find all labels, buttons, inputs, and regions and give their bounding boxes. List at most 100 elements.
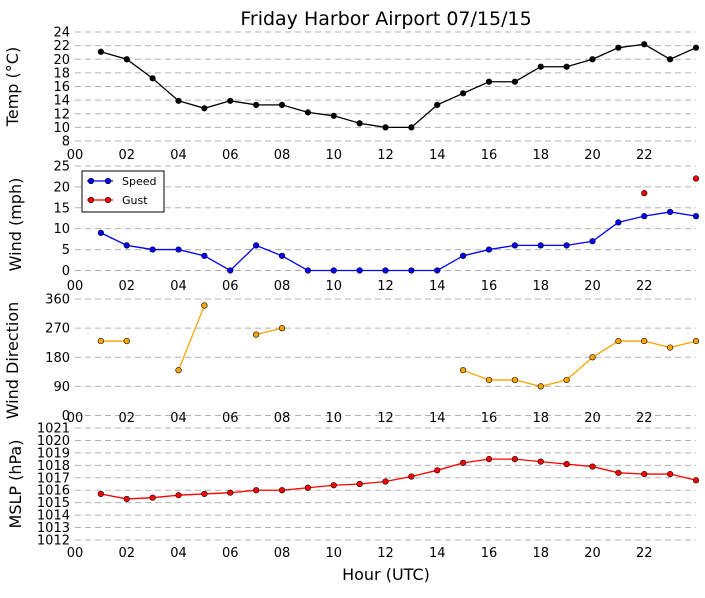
y-tick-label: 10 xyxy=(53,222,70,237)
legend-gust-label: Gust xyxy=(122,194,148,207)
mslp-point xyxy=(97,490,104,498)
x-axis-label: Hour (UTC) xyxy=(342,565,430,584)
temp-point xyxy=(589,56,596,63)
y-tick-label: 1012 xyxy=(37,534,70,549)
mslp-point xyxy=(615,469,622,476)
x-tick-label: 10 xyxy=(325,279,342,294)
mslp-point xyxy=(408,473,415,480)
speed-point xyxy=(589,238,596,245)
direction-point xyxy=(563,376,570,384)
panel-mslp: 1012101310141015101610171018101910201021… xyxy=(6,422,700,561)
x-tick-label: 16 xyxy=(481,148,498,163)
x-tick-label: 22 xyxy=(636,411,653,426)
legend-gust-marker xyxy=(87,196,95,204)
mslp-point xyxy=(641,470,648,478)
x-tick-label: 04 xyxy=(170,411,187,426)
temp-point xyxy=(123,56,130,63)
temp-point xyxy=(304,109,311,116)
speed-point xyxy=(485,246,493,253)
x-tick-label: 04 xyxy=(170,279,187,294)
direction-line xyxy=(462,340,697,388)
direction-point xyxy=(201,302,208,309)
y-tick-label: 25 xyxy=(53,160,70,175)
direction-point xyxy=(615,337,622,345)
speed-point xyxy=(278,252,286,259)
x-tick-label: 02 xyxy=(118,546,135,561)
x-tick-label: 18 xyxy=(532,546,549,561)
y-tick-label: 1021 xyxy=(37,422,70,437)
mslp-point xyxy=(563,460,570,468)
speed-point xyxy=(175,246,182,253)
x-tick-label: 06 xyxy=(222,279,239,294)
temp-point xyxy=(615,44,622,51)
y-axis-label: MSLP (hPa) xyxy=(6,440,25,529)
x-tick-label: 20 xyxy=(584,148,601,163)
direction-point xyxy=(511,376,518,384)
y-tick-label: 1018 xyxy=(37,459,70,474)
y-tick-label: 180 xyxy=(45,351,70,366)
direction-point xyxy=(667,344,674,351)
mslp-point xyxy=(537,458,544,465)
direction-point xyxy=(175,367,182,374)
y-tick-label: 1013 xyxy=(37,521,70,536)
y-tick-label: 1016 xyxy=(37,484,70,499)
legend-speed-label: Speed xyxy=(122,175,156,188)
temp-point xyxy=(460,90,467,97)
temp-point xyxy=(382,124,389,131)
x-tick-label: 18 xyxy=(532,411,549,426)
speed-point xyxy=(253,242,260,249)
y-tick-label: 20 xyxy=(53,53,70,68)
speed-point xyxy=(201,252,208,259)
y-tick-label: 90 xyxy=(53,380,70,395)
x-tick-label: 00 xyxy=(67,411,84,426)
legend: Speed Gust xyxy=(81,170,165,213)
direction-line xyxy=(177,305,205,371)
speed-point xyxy=(511,242,518,249)
x-tick-label: 10 xyxy=(325,411,342,426)
x-tick-label: 08 xyxy=(274,279,291,294)
x-tick-label: 08 xyxy=(274,546,291,561)
speed-point xyxy=(641,213,648,220)
y-tick-label: 0 xyxy=(62,264,70,279)
y-tick-label: 18 xyxy=(53,66,70,81)
x-tick-label: 02 xyxy=(118,148,135,163)
mslp-point xyxy=(434,467,441,474)
y-tick-label: 24 xyxy=(53,26,70,41)
y-tick-label: 1017 xyxy=(37,471,70,486)
y-tick-label: 8 xyxy=(62,135,70,150)
temp-point xyxy=(667,56,674,63)
x-tick-label: 06 xyxy=(222,148,239,163)
y-tick-label: 1020 xyxy=(37,434,70,449)
x-tick-label: 04 xyxy=(170,546,187,561)
speed-point xyxy=(330,267,337,274)
speed-point xyxy=(692,213,700,220)
y-tick-label: 12 xyxy=(53,107,70,122)
mslp-line xyxy=(100,458,697,500)
temp-point xyxy=(511,78,518,85)
temp-point xyxy=(434,101,441,108)
mslp-point xyxy=(356,480,363,488)
y-tick-label: 270 xyxy=(45,322,70,337)
gust-point xyxy=(641,190,648,197)
x-tick-label: 02 xyxy=(118,411,135,426)
x-tick-label: 06 xyxy=(222,411,239,426)
legend-gust-marker xyxy=(104,196,112,204)
x-tick-label: 14 xyxy=(429,546,446,561)
x-tick-label: 22 xyxy=(636,148,653,163)
speed-point xyxy=(304,267,311,274)
x-tick-label: 00 xyxy=(67,148,84,163)
x-tick-label: 18 xyxy=(532,279,549,294)
temp-point xyxy=(149,75,156,82)
speed-point xyxy=(227,267,234,274)
temp-point xyxy=(356,120,363,127)
direction-point xyxy=(537,383,544,390)
y-tick-label: 15 xyxy=(53,201,70,216)
legend-speed-marker xyxy=(87,177,95,185)
x-tick-label: 08 xyxy=(274,411,291,426)
y-tick-label: 10 xyxy=(53,121,70,136)
x-tick-label: 22 xyxy=(636,546,653,561)
panel-direction: 0 90 180 270 360 00 02 04 06 08 10 12 14 16 18 20 22 Wind… xyxy=(3,293,700,426)
mslp-point xyxy=(330,482,337,489)
direction-point xyxy=(641,337,648,345)
x-tick-label: 08 xyxy=(274,148,291,163)
